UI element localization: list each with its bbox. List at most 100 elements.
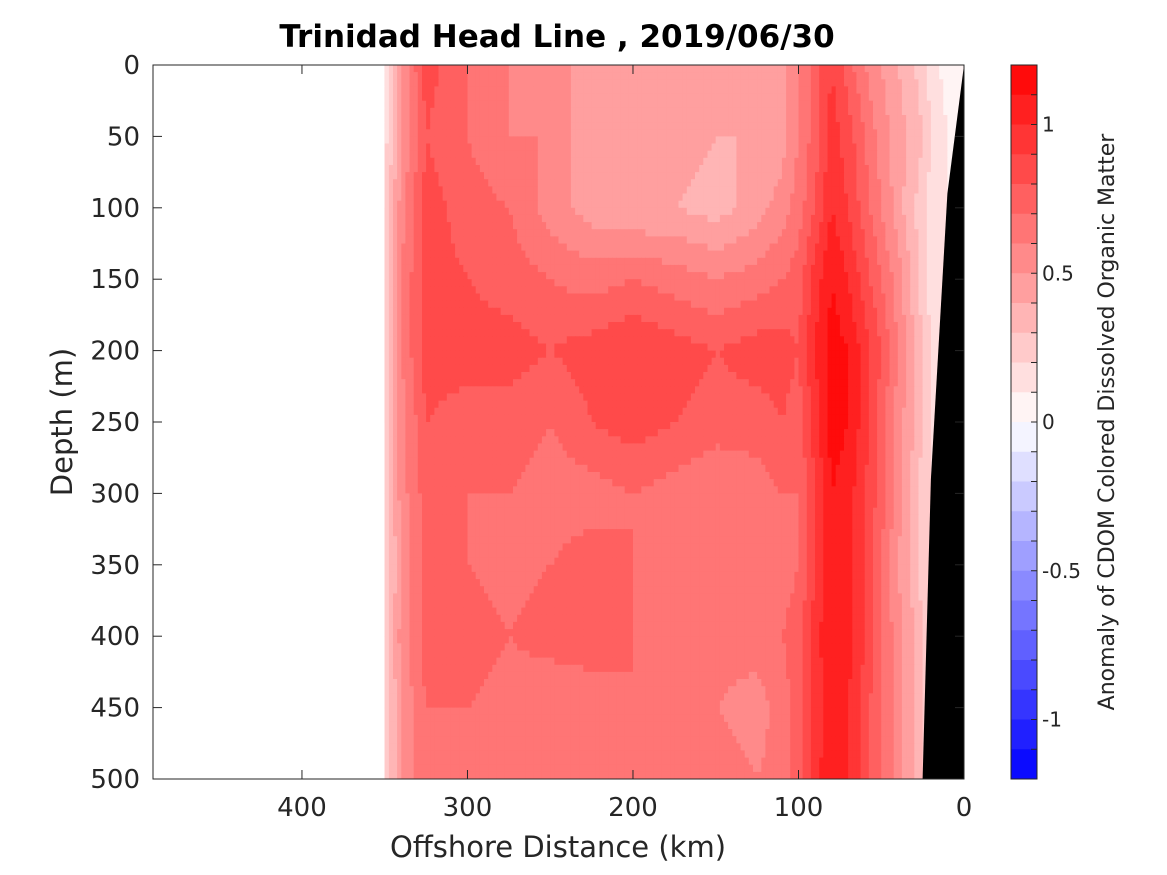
contour-band-cell — [537, 172, 543, 180]
contour-band-cell — [897, 179, 903, 187]
contour-band-cell — [579, 172, 584, 180]
contour-band-cell — [910, 172, 915, 180]
contour-band-cell — [877, 172, 882, 180]
contour-band-cell — [678, 129, 684, 137]
contour-band-cell — [554, 150, 559, 159]
contour-band-cell — [438, 115, 444, 123]
contour-band-cell — [591, 150, 597, 159]
contour-band-cell — [492, 93, 497, 102]
contour-band-cell — [496, 193, 501, 202]
contour-band-cell — [450, 279, 456, 287]
contour-band-cell — [897, 272, 903, 280]
contour-band-cell — [554, 115, 559, 123]
contour-band-cell — [715, 243, 721, 252]
contour-band-cell — [897, 214, 903, 223]
contour-band-cell — [815, 165, 820, 173]
contour-band-cell — [496, 179, 501, 187]
contour-band-cell — [513, 243, 518, 252]
contour-band-cell — [620, 272, 626, 280]
contour-band-cell — [839, 300, 845, 309]
contour-band-cell — [873, 293, 878, 302]
contour-band-cell — [599, 279, 605, 287]
contour-band-cell — [653, 150, 659, 159]
contour-band-cell — [504, 193, 510, 202]
contour-band-cell — [525, 186, 530, 194]
contour-band-cell — [500, 100, 506, 109]
contour-band-cell — [657, 122, 663, 130]
contour-band-cell — [657, 72, 663, 80]
contour-band-cell — [707, 172, 713, 180]
contour-band-cell — [653, 279, 659, 287]
contour-band-cell — [806, 236, 812, 244]
contour-band-cell — [637, 79, 642, 87]
contour-band-cell — [815, 272, 820, 280]
contour-band-cell — [393, 122, 398, 130]
contour-band-cell — [798, 229, 804, 237]
contour-band-cell — [781, 143, 787, 152]
contour-band-cell — [554, 200, 559, 209]
contour-band-cell — [781, 272, 787, 280]
contour-band-cell — [661, 186, 667, 194]
contour-band-cell — [430, 243, 435, 252]
contour-band-cell — [761, 300, 766, 309]
contour-band-cell — [405, 214, 410, 223]
contour-band-cell — [637, 243, 642, 252]
contour-band-cell — [426, 279, 431, 287]
contour-band-cell — [645, 214, 650, 223]
contour-band-cell — [678, 143, 684, 152]
contour-band-cell — [467, 293, 473, 302]
contour-bands — [384, 65, 964, 779]
contour-band-cell — [455, 107, 460, 116]
contour-band-cell — [554, 264, 559, 273]
contour-band-cell — [657, 129, 663, 137]
contour-band-cell — [856, 179, 861, 187]
contour-band-cell — [674, 207, 679, 216]
contour-band-cell — [570, 86, 576, 94]
contour-band-cell — [844, 257, 849, 266]
contour-band-cell — [748, 136, 754, 144]
contour-band-cell — [566, 65, 572, 73]
contour-band-cell — [521, 222, 526, 230]
contour-band-cell — [587, 72, 593, 80]
contour-band-cell — [475, 193, 481, 202]
contour-band-cell — [831, 214, 837, 223]
contour-band-cell — [446, 86, 452, 94]
contour-band-cell — [711, 207, 717, 216]
contour-band-cell — [666, 150, 671, 159]
contour-band-cell — [715, 143, 721, 152]
contour-band-cell — [666, 279, 671, 287]
contour-band-cell — [699, 193, 704, 202]
contour-band-cell — [781, 250, 787, 259]
contour-band-cell — [645, 115, 650, 123]
contour-band-cell — [401, 264, 406, 273]
contour-band-cell — [422, 122, 427, 130]
contour-band-cell — [583, 243, 588, 252]
contour-band-cell — [616, 207, 621, 216]
contour-band-cell — [906, 86, 911, 94]
contour-band-cell — [492, 157, 497, 166]
contour-band-cell — [699, 165, 704, 173]
contour-band-cell — [765, 272, 770, 280]
contour-band-cell — [914, 257, 919, 266]
contour-band-cell — [500, 136, 506, 144]
contour-band-cell — [815, 300, 820, 309]
contour-band-cell — [401, 272, 406, 280]
contour-band-cell — [885, 107, 890, 116]
contour-band-cell — [794, 79, 799, 87]
contour-band-cell — [877, 186, 882, 194]
contour-band-cell — [508, 214, 514, 223]
contour-band-cell — [864, 122, 870, 130]
contour-band-cell — [442, 115, 448, 123]
contour-band-cell — [608, 65, 613, 73]
contour-band-cell — [757, 300, 762, 309]
contour-band-cell — [479, 222, 485, 230]
contour-band-cell — [417, 272, 423, 280]
contour-band-cell — [781, 279, 787, 287]
contour-band-cell — [496, 229, 501, 237]
contour-band-cell — [616, 200, 621, 209]
contour-band-cell — [686, 300, 692, 309]
contour-band-cell — [637, 264, 642, 273]
contour-band-cell — [570, 300, 576, 309]
contour-band-cell — [579, 150, 584, 159]
contour-band-cell — [554, 72, 559, 80]
